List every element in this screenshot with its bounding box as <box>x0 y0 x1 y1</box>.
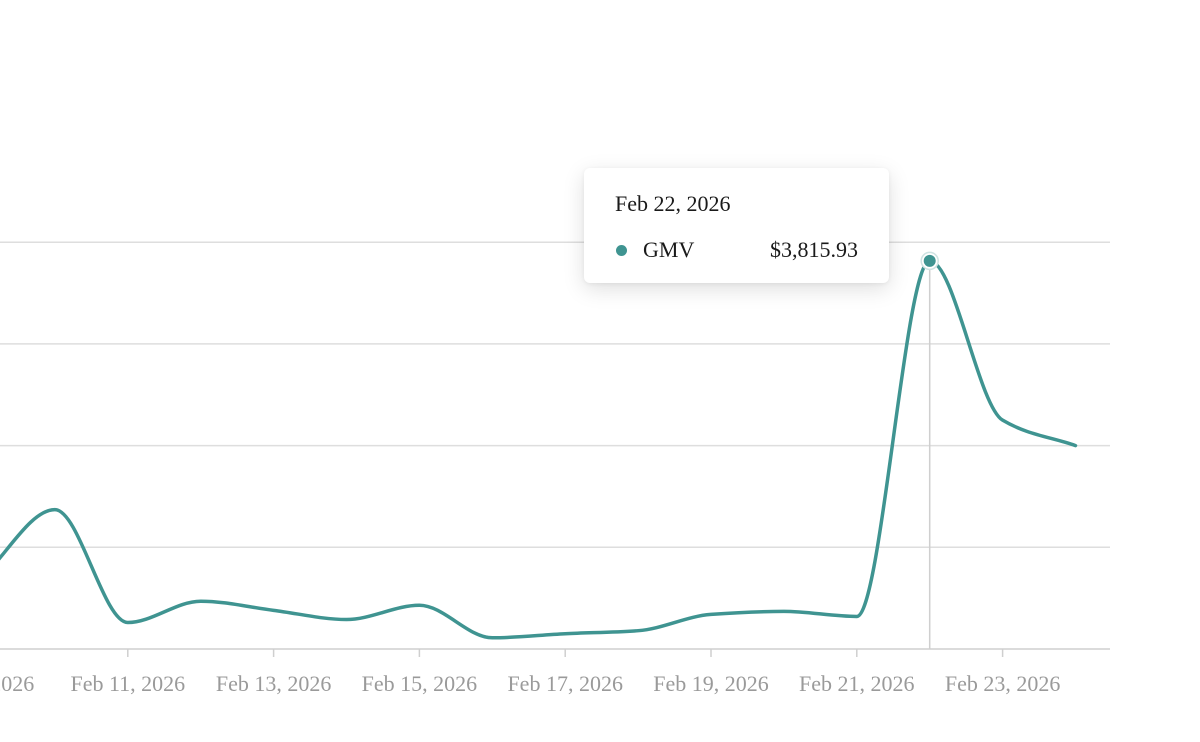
hover-marker-point <box>923 254 936 267</box>
series-line-gmv <box>0 259 1078 640</box>
hover-tooltip: Feb 22, 2026 GMV $3,815.93 <box>584 168 889 283</box>
x-tick-label: Feb 19, 2026 <box>653 671 769 696</box>
x-tick-label: Feb 11, 2026 <box>70 671 185 696</box>
x-tick-label: Feb 17, 2026 <box>507 671 623 696</box>
x-tick-label: Feb 13, 2026 <box>216 671 332 696</box>
tooltip-series-row: GMV $3,815.93 <box>615 235 858 265</box>
x-tick-label: Feb 15, 2026 <box>362 671 478 696</box>
grid-lines <box>0 241 1110 549</box>
series-color-dot-icon <box>616 244 627 256</box>
x-tick-label: Feb 21, 2026 <box>799 671 915 696</box>
x-tick-label: Feb 23, 2026 <box>945 671 1061 696</box>
x-tick-label: Feb 9, 2026 <box>0 671 34 696</box>
tooltip-series-name: GMV <box>643 237 695 262</box>
series-lines <box>0 259 1078 640</box>
x-axis: Feb 9, 2026 Feb 11, 2026 Feb 13, 2026 Feb 1… <box>0 648 1110 696</box>
tooltip-date: Feb 22, 2026 <box>615 191 731 216</box>
tooltip-series-value: $3,815.93 <box>770 237 858 262</box>
hover-markers <box>920 251 939 271</box>
